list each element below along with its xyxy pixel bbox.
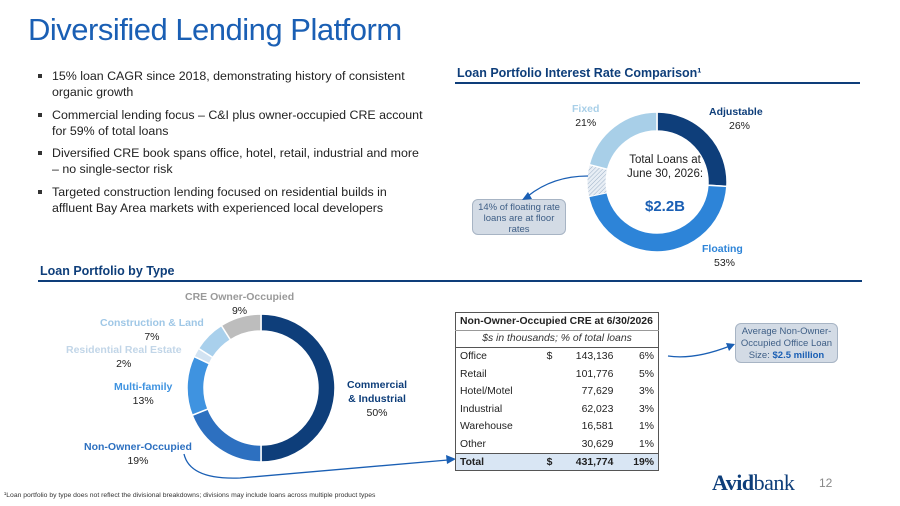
table-row: Office $143,136 6%	[456, 348, 659, 366]
cell-pct: 1%	[638, 438, 654, 450]
ci-label: Commercial & Industrial 50%	[342, 378, 412, 420]
type-section-divider	[38, 280, 862, 282]
cell-name: Hotel/Motel	[460, 386, 513, 398]
non-owner-pct: 19%	[127, 455, 149, 467]
floor-rate-arrow	[522, 175, 589, 200]
non-owner-label: Non-Owner-Occupied 19%	[84, 440, 192, 468]
table-row: Hotel/Motel 77,629 3%	[456, 383, 659, 401]
cell-amount: 77,629	[581, 386, 614, 398]
table-total-row: Total $431,774 19%	[455, 452, 659, 471]
floating-label: Floating 53%	[702, 242, 743, 270]
floor-rate-callout: 14% of floating rate loans are at floor …	[472, 199, 566, 235]
cell-amount: 101,776	[575, 368, 614, 380]
residential-pct: 2%	[116, 358, 132, 370]
slice-multi-family	[186, 355, 211, 417]
table-link-arrow	[183, 453, 456, 479]
cell-name: Office	[460, 351, 487, 363]
multifamily-label: Multi-family 13%	[114, 380, 172, 408]
brand-logo: Avidbank	[712, 470, 795, 496]
bullet-list: 15% loan CAGR since 2018, demonstrating …	[38, 68, 428, 222]
cell-cur	[541, 436, 553, 454]
footnote: ¹Loan portfolio by type does not reflect…	[4, 492, 376, 499]
cell-cur	[541, 383, 553, 401]
fixed-pct: 21%	[575, 117, 597, 129]
slice-cre-owner-occupied	[220, 313, 262, 341]
ci-pct: 50%	[366, 407, 388, 419]
floating-name: Floating	[702, 243, 743, 255]
cell-pct: 5%	[638, 368, 654, 380]
office-loan-callout: Average Non-Owner-Occupied Office Loan S…	[735, 323, 838, 363]
slice-commercial-industrial	[260, 313, 336, 463]
cell-name: Industrial	[460, 403, 503, 415]
cre-table-subtitle: $s in thousands; % of total loans	[455, 330, 659, 349]
cre-owner-label: CRE Owner-Occupied 9%	[185, 290, 294, 318]
table-row: Other 30,629 1%	[456, 436, 659, 454]
brand-light: bank	[753, 470, 795, 495]
residential-label: Residential Real Estate 2%	[66, 343, 182, 371]
cell-name: Warehouse	[460, 421, 513, 433]
cell-name: Total	[455, 452, 542, 471]
adjustable-label: Adjustable 26%	[709, 105, 763, 133]
cell-pct: 19%	[617, 452, 659, 471]
cre-owner-name: CRE Owner-Occupied	[185, 291, 295, 303]
construction-name: Construction & Land	[100, 317, 204, 329]
floating-pct: 53%	[714, 257, 736, 269]
adjustable-name: Adjustable	[709, 106, 763, 118]
multifamily-pct: 13%	[132, 395, 154, 407]
office-loan-value: $2.5 million	[772, 350, 825, 361]
multifamily-name: Multi-family	[114, 381, 173, 393]
cell-amount: 16,581	[581, 421, 614, 433]
residential-name: Residential Real Estate	[66, 344, 182, 356]
cell-cur	[541, 365, 553, 383]
non-owner-name: Non-Owner-Occupied	[84, 441, 192, 453]
total-loans-label: Total Loans at June 30, 2026:	[626, 154, 704, 180]
ci-name: Commercial & Industrial	[346, 379, 408, 405]
cell-name: Other	[460, 438, 486, 450]
bullet-item: Diversified CRE book spans office, hotel…	[38, 145, 428, 177]
cell-name: Retail	[460, 368, 487, 380]
cre-owner-pct: 9%	[231, 305, 248, 317]
type-donut-chart	[186, 313, 336, 463]
table-row: Warehouse 16,581 1%	[456, 418, 659, 436]
cre-table-title: Non-Owner-Occupied CRE at 6/30/2026	[455, 312, 659, 331]
cell-pct: 3%	[638, 403, 654, 415]
cell-pct: 3%	[638, 386, 654, 398]
page-number: 12	[819, 476, 833, 490]
cre-table: Non-Owner-Occupied CRE at 6/30/2026 $s i…	[455, 312, 659, 472]
brand-bold: Avid	[712, 470, 754, 495]
office-callout-arrow	[667, 343, 735, 358]
type-section-heading: Loan Portfolio by Type	[40, 264, 175, 278]
table-row: Retail 101,776 5%	[456, 365, 659, 383]
bullet-item: Commercial lending focus – C&I plus owne…	[38, 107, 428, 139]
table-row: Industrial 62,023 3%	[456, 400, 659, 418]
slice-fixed	[588, 111, 658, 171]
cell-cur: $	[541, 452, 554, 471]
adjustable-pct: 26%	[729, 120, 751, 132]
fixed-label: Fixed 21%	[572, 102, 599, 130]
rate-section-heading: Loan Portfolio Interest Rate Comparison¹	[457, 66, 702, 80]
cell-pct: 1%	[638, 421, 654, 433]
cell-amount: 431,774	[553, 452, 618, 471]
cell-amount: 62,023	[581, 403, 614, 415]
rate-donut-chart	[586, 111, 728, 253]
office-loan-text: Average Non-Owner-Occupied Office Loan S…	[740, 326, 833, 361]
bullet-item: Targeted construction lending focused on…	[38, 184, 428, 216]
fixed-name: Fixed	[572, 103, 600, 115]
construction-label: Construction & Land 7%	[100, 316, 204, 344]
construction-pct: 7%	[144, 331, 160, 343]
cell-cur	[541, 418, 553, 436]
total-loans-value: $2.2B	[644, 198, 686, 215]
cell-cur	[541, 400, 553, 418]
rate-section-divider	[455, 82, 860, 84]
page-title: Diversified Lending Platform	[28, 12, 402, 47]
cell-pct: 6%	[638, 351, 654, 363]
cell-amount: 30,629	[581, 438, 614, 450]
cell-cur: $	[546, 351, 553, 363]
cell-amount: 143,136	[575, 351, 614, 363]
bullet-item: 15% loan CAGR since 2018, demonstrating …	[38, 68, 428, 100]
